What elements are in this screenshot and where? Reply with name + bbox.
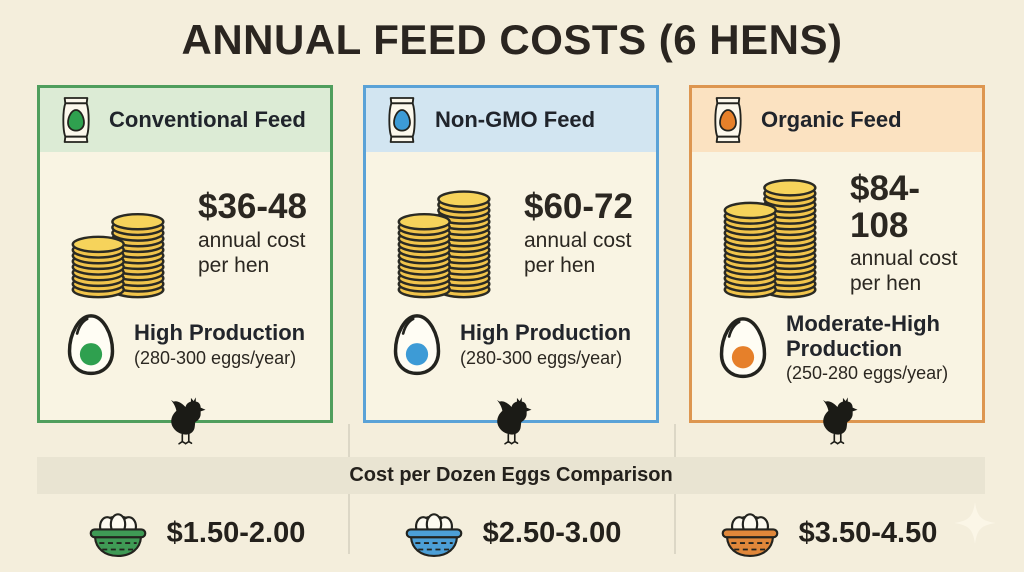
production-text: Moderate-High Production (250-280 eggs/y… [786, 311, 974, 384]
feed-bag-icon [388, 97, 416, 143]
feed-card-conventional: Conventional Feed $36-48 annual cost per… [37, 85, 333, 445]
card-title: Conventional Feed [109, 107, 306, 132]
dozen-cost-row: $1.50-2.00 $2.50-3.00 [37, 498, 985, 568]
dozen-cost-conventional: $1.50-2.00 [37, 498, 353, 568]
dozen-price: $3.50-4.50 [798, 516, 938, 549]
production-block: High Production (280-300 eggs/year) [64, 312, 322, 378]
annual-cost-caption: annual cost per hen [524, 229, 633, 279]
sparkle-icon [954, 502, 996, 544]
card-title: Organic Feed [761, 107, 902, 132]
annual-cost-block: $60-72 annual cost per hen [382, 168, 650, 300]
annual-cost-block: $36-48 annual cost per hen [56, 168, 324, 300]
annual-cost-value: $36-48 [198, 187, 307, 227]
card-title: Non-GMO Feed [435, 107, 596, 132]
production-block: Moderate-High Production (250-280 eggs/y… [716, 311, 974, 384]
egg-yolk-dot [79, 343, 103, 366]
production-block: High Production (280-300 eggs/year) [390, 312, 648, 378]
production-title: High Production [460, 320, 632, 346]
egg-icon [719, 317, 767, 379]
annual-cost-text: $60-72 annual cost per hen [524, 189, 633, 278]
feed-cards-row: Conventional Feed $36-48 annual cost per… [37, 85, 985, 445]
card-header-organic: Organic Feed [692, 88, 982, 152]
annual-cost-caption: annual cost per hen [198, 229, 307, 279]
chicken-icon [170, 397, 206, 445]
egg-highlight [727, 320, 741, 338]
card-header-conventional: Conventional Feed [40, 88, 330, 152]
comparison-title: Cost per Dozen Eggs Comparison [349, 464, 673, 486]
egg-yolk-dot [731, 346, 755, 369]
feed-card-organic: Organic Feed $84-108 annual cost per hen [689, 85, 985, 445]
feed-bag-icon [62, 97, 90, 143]
bag-egg-glyph [719, 109, 737, 132]
caption-line-1: annual cost [850, 247, 958, 271]
coin-stack-icon [71, 212, 165, 299]
caption-line-2: per hen [524, 253, 596, 277]
caption-line-2: per hen [850, 272, 922, 296]
annual-cost-text: $84-108 annual cost per hen [850, 168, 976, 297]
annual-cost-block: $84-108 annual cost per hen [708, 168, 976, 300]
production-detail: (280-300 eggs/year) [460, 347, 623, 368]
dozen-price: $1.50-2.00 [166, 516, 306, 549]
coin-stack-icon [397, 190, 491, 299]
egg-basket-icon [721, 513, 778, 558]
production-title: Moderate-High Production [786, 311, 940, 361]
feed-card-nongmo: Non-GMO Feed $60-72 annual cost per hen [363, 85, 659, 445]
egg-basket-icon [89, 513, 146, 558]
production-text: High Production (280-300 eggs/year) [460, 321, 631, 369]
production-detail: (280-300 eggs/year) [134, 347, 297, 368]
dozen-price: $2.50-3.00 [482, 516, 622, 549]
card-header-nongmo: Non-GMO Feed [366, 88, 656, 152]
egg-basket-icon [405, 513, 462, 558]
caption-line-1: annual cost [524, 229, 632, 253]
annual-cost-text: $36-48 annual cost per hen [198, 189, 307, 278]
egg-icon [393, 314, 441, 376]
production-detail: (250-280 eggs/year) [786, 363, 949, 384]
annual-cost-caption: annual cost per hen [850, 247, 976, 297]
annual-cost-value: $60-72 [524, 187, 633, 227]
caption-line-1: annual cost [198, 229, 306, 253]
caption-line-2: per hen [198, 253, 270, 277]
chicken-icon [822, 397, 858, 445]
egg-yolk-dot [405, 343, 429, 366]
feed-bag-icon [714, 97, 742, 143]
dozen-cost-nongmo: $2.50-3.00 [353, 498, 669, 568]
production-text: High Production (280-300 eggs/year) [134, 321, 305, 369]
comparison-strip: Cost per Dozen Eggs Comparison [37, 457, 985, 494]
egg-icon [67, 314, 115, 376]
chicken-icon [496, 397, 532, 445]
coin-stack-icon [723, 179, 817, 299]
bag-egg-glyph [67, 109, 85, 132]
annual-cost-value: $84-108 [850, 168, 921, 245]
dozen-cost-organic: $3.50-4.50 [669, 498, 985, 568]
egg-highlight [75, 317, 89, 335]
production-title: High Production [134, 320, 306, 346]
egg-highlight [401, 317, 415, 335]
bag-egg-glyph [393, 109, 411, 132]
page-title: ANNUAL FEED COSTS (6 HENS) [181, 16, 843, 63]
